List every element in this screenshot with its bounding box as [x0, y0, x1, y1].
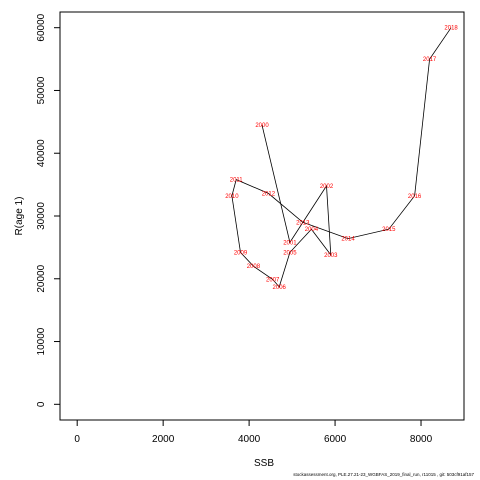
year-label-2002: 2002	[320, 184, 334, 190]
y-axis: 0 10000 20000 30000 40000 50000 60000	[36, 13, 60, 407]
year-label-2015: 2015	[382, 227, 396, 233]
stock-recruitment-line	[231, 27, 452, 288]
year-label-2001: 2001	[283, 240, 297, 246]
x-tick-label: 6000	[324, 434, 347, 445]
y-tick-label: 0	[36, 401, 47, 407]
year-label-2016: 2016	[408, 194, 422, 200]
year-label-2017: 2017	[423, 57, 437, 63]
x-axis-label: SSB	[254, 458, 274, 469]
year-label-2000: 2000	[255, 123, 269, 129]
year-label-2006: 2006	[273, 285, 287, 291]
year-label-2007: 2007	[266, 277, 280, 283]
y-tick-label: 30000	[36, 202, 47, 230]
year-label-2014: 2014	[341, 237, 355, 243]
year-label-2012: 2012	[262, 191, 276, 197]
year-label-2009: 2009	[234, 250, 248, 256]
x-tick-label: 4000	[238, 434, 261, 445]
x-axis: 0 2000 4000 6000 8000	[74, 420, 433, 445]
x-tick-label: 8000	[410, 434, 433, 445]
footer-credit: stockassessment.org, PLE.27.21-23_WGBFAS…	[293, 472, 474, 477]
year-label-2008: 2008	[247, 264, 261, 270]
year-label-2018: 2018	[444, 26, 458, 32]
x-tick-label: 2000	[152, 434, 175, 445]
y-axis-label: R(age 1)	[14, 197, 25, 236]
plot-frame	[59, 11, 465, 421]
year-label-2010: 2010	[225, 194, 239, 200]
year-label-2011: 2011	[230, 178, 244, 184]
year-label-2005: 2005	[283, 250, 297, 256]
y-tick-label: 50000	[36, 76, 47, 104]
y-tick-label: 20000	[36, 264, 47, 292]
year-label-2013: 2013	[296, 220, 310, 226]
y-tick-label: 10000	[36, 327, 47, 355]
year-labels: 2000 2001 2002 2003 2004 2005 2006 2007 2008 2009…	[225, 26, 458, 291]
y-tick-label: 40000	[36, 139, 47, 167]
x-tick-label: 0	[74, 434, 80, 445]
year-label-2004: 2004	[305, 227, 319, 233]
y-tick-label: 60000	[36, 13, 47, 41]
year-label-2003: 2003	[324, 253, 338, 259]
